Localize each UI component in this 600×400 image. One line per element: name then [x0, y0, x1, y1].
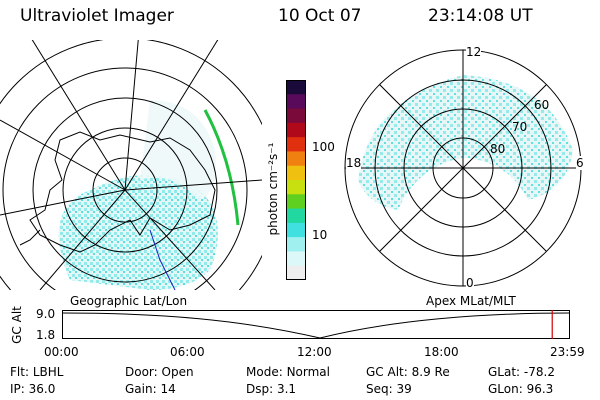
status-gc-alt: GC Alt: 8.9 Re [366, 365, 450, 379]
date-label: 10 Oct 07 [278, 6, 362, 26]
time-label: 23:14:08 UT [428, 6, 533, 26]
colorbar-tick-100: 100 [312, 140, 335, 154]
colorbar [286, 80, 306, 280]
altitude-curve [62, 312, 570, 339]
status-mode: Mode: Normal [246, 365, 330, 379]
timeline-xtick-2359: 23:59 [550, 345, 585, 359]
timeline-axis-label: GC Alt [10, 306, 24, 344]
colorbar-stripe [286, 194, 306, 210]
colorbar-stripe [286, 108, 306, 124]
mlat-label-80: 80 [490, 142, 506, 156]
timeline-xtick-1200: 12:00 [297, 345, 332, 359]
colorbar-stripe [286, 122, 306, 138]
instrument-title: Ultraviolet Imager [20, 6, 174, 26]
colorbar-stripe [286, 94, 306, 110]
mlt-label-0: 0 [466, 276, 474, 290]
status-dsp: Dsp: 3.1 [246, 382, 297, 396]
mlat-label-70: 70 [512, 120, 528, 134]
geographic-map [0, 40, 262, 290]
colorbar-stripe [286, 208, 306, 224]
status-flt: Flt: LBHL [10, 365, 64, 379]
status-glat: GLat: -78.2 [488, 365, 555, 379]
timeline-ytick-max: 9.0 [36, 307, 56, 321]
status-gain: Gain: 14 [125, 382, 176, 396]
colorbar-stripe [286, 180, 306, 195]
colorbar-stripe [286, 80, 306, 95]
apex-panel-label: Apex MLat/MLT [426, 294, 516, 308]
colorbar-stripe [286, 251, 306, 267]
status-door: Door: Open [125, 365, 194, 379]
colorbar-tick-10: 10 [312, 228, 328, 242]
colorbar-unit-label: photon cm⁻²s⁻¹ [266, 142, 280, 236]
mlt-label-6: 6 [576, 156, 584, 170]
geo-limb-edge [203, 109, 240, 226]
timeline-xtick-0600: 06:00 [170, 345, 205, 359]
colorbar-stripe [286, 151, 306, 167]
status-glon: GLon: 96.3 [488, 382, 554, 396]
timeline-xtick-0000: 00:00 [44, 345, 79, 359]
geo-panel-label: Geographic Lat/Lon [70, 294, 188, 308]
colorbar-stripe [286, 222, 306, 238]
status-ip: IP: 36.0 [10, 382, 56, 396]
colorbar-stripe [286, 165, 306, 181]
colorbar-stripe [286, 137, 306, 152]
mlt-label-18: 18 [346, 156, 362, 170]
apex-aurora-oval [358, 75, 573, 210]
mlt-label-12: 12 [466, 45, 482, 59]
altitude-timeline [62, 310, 570, 339]
timeline-xtick-1800: 18:00 [424, 345, 459, 359]
geo-aurora-upper [140, 100, 216, 200]
colorbar-stripe [286, 265, 306, 280]
status-seq: Seq: 39 [366, 382, 412, 396]
geo-continent-outline [29, 131, 216, 253]
apex-polar-plot [344, 49, 582, 287]
colorbar-stripe [286, 237, 306, 252]
timeline-ytick-min: 1.8 [36, 328, 56, 342]
mlat-label-60: 60 [534, 98, 550, 112]
